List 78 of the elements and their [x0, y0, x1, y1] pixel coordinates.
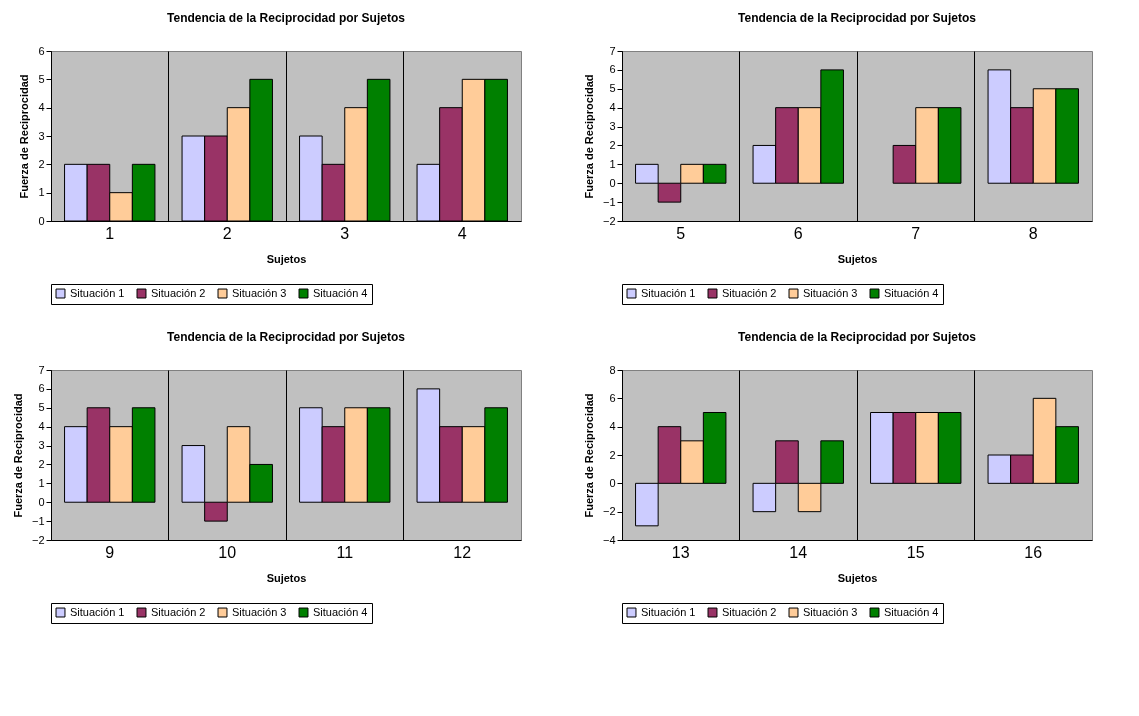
x-axis-title: Sujetos	[837, 252, 878, 265]
legend-label: Situación 1	[70, 286, 125, 299]
y-tick-label: 1	[38, 186, 45, 199]
y-tick-label: −2	[31, 533, 45, 546]
y-tick-label: −1	[31, 514, 45, 527]
legend-label: Situación 2	[722, 605, 777, 618]
y-tick-label: 3	[38, 129, 45, 142]
x-axis-title: Sujetos	[266, 571, 307, 584]
y-tick-label: −2	[602, 214, 616, 227]
y-axis-title: Fuerza de Reciprocidad	[18, 74, 31, 199]
y-tick-label: 0	[609, 476, 616, 489]
legend-label: Situación 4	[884, 605, 939, 618]
y-tick-label: −1	[602, 195, 616, 208]
y-tick-label: 5	[38, 72, 45, 85]
legend-label: Situación 2	[722, 286, 777, 299]
x-tick-label: 9	[105, 543, 115, 561]
chart-title: Tendencia de la Reciprocidad por Sujetos	[167, 11, 406, 25]
x-tick-label: 4	[457, 224, 467, 242]
legend-label: Situación 1	[641, 605, 696, 618]
y-tick-label: 5	[38, 401, 45, 414]
chart-title: Tendencia de la Reciprocidad por Sujetos	[167, 330, 406, 344]
x-tick-label: 11	[336, 543, 354, 561]
y-tick-label: 6	[38, 382, 45, 395]
y-tick-label: 3	[609, 120, 616, 133]
chart-title: Tendencia de la Reciprocidad por Sujetos	[738, 330, 977, 344]
legend-label: Situación 1	[641, 286, 696, 299]
y-tick-label: 1	[38, 476, 45, 489]
y-tick-label: 6	[38, 44, 45, 57]
legend-label: Situación 2	[151, 605, 206, 618]
x-tick-label: 12	[453, 543, 472, 561]
x-axis-title: Sujetos	[266, 252, 307, 265]
legend-label: Situación 4	[884, 286, 939, 299]
y-tick-label: 8	[609, 363, 616, 376]
y-axis-title: Fuerza de Reciprocidad	[582, 393, 595, 518]
y-tick-label: 6	[609, 391, 616, 404]
y-tick-label: 2	[609, 448, 616, 461]
y-tick-label: −2	[602, 505, 616, 518]
legend-label: Situación 3	[232, 605, 287, 618]
x-tick-label: 7	[911, 224, 921, 242]
x-tick-label: 3	[340, 224, 350, 242]
y-tick-label: 4	[38, 420, 45, 433]
y-tick-label: 0	[609, 176, 616, 189]
y-tick-label: 4	[609, 101, 616, 114]
y-tick-label: 4	[609, 420, 616, 433]
legend-label: Situación 1	[70, 605, 125, 618]
legend-label: Situación 3	[803, 605, 858, 618]
y-tick-label: 1	[609, 157, 616, 170]
y-axis-title: Fuerza de Reciprocidad	[11, 393, 24, 518]
y-tick-label: 2	[38, 457, 45, 470]
y-tick-label: 6	[609, 63, 616, 76]
legend-label: Situación 2	[151, 286, 206, 299]
x-tick-label: 16	[1024, 543, 1043, 561]
x-tick-label: 15	[906, 543, 925, 561]
x-tick-label: 6	[793, 224, 803, 242]
x-axis-title: Sujetos	[837, 571, 878, 584]
chart-title: Tendencia de la Reciprocidad por Sujetos	[738, 11, 977, 25]
y-tick-label: −4	[602, 533, 616, 546]
x-tick-label: 13	[671, 543, 690, 561]
y-tick-label: 7	[38, 363, 45, 376]
y-axis-title: Fuerza de Reciprocidad	[582, 74, 595, 199]
legend-label: Situación 4	[313, 286, 368, 299]
y-tick-label: 3	[38, 439, 45, 452]
y-tick-label: 2	[38, 157, 45, 170]
legend-label: Situación 4	[313, 605, 368, 618]
legend-label: Situación 3	[232, 286, 287, 299]
x-tick-label: 2	[222, 224, 232, 242]
y-tick-label: 7	[609, 44, 616, 57]
y-tick-label: 0	[38, 214, 45, 227]
legend-label: Situación 3	[803, 286, 858, 299]
y-tick-label: 4	[38, 101, 45, 114]
x-tick-label: 14	[789, 543, 808, 561]
x-tick-label: 8	[1028, 224, 1038, 242]
x-tick-label: 5	[676, 224, 686, 242]
y-tick-label: 0	[38, 495, 45, 508]
y-tick-label: 5	[609, 82, 616, 95]
y-tick-label: 2	[609, 138, 616, 151]
x-tick-label: 1	[105, 224, 115, 242]
x-tick-label: 10	[218, 543, 237, 561]
